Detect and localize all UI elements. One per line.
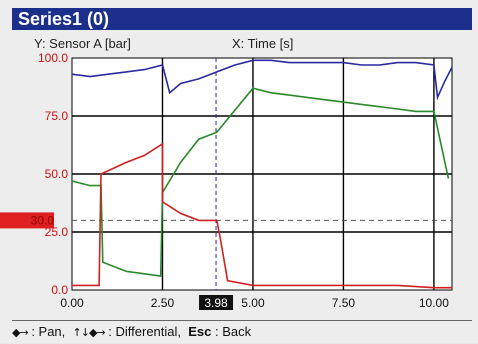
x-tick-label: 2.50: [151, 296, 175, 310]
cursor-x-readout: 3.98: [204, 296, 228, 310]
series-line-2: [71, 87, 450, 278]
cursor-y-marker-label: 30.0: [31, 213, 55, 227]
footer-help: ◆→ : Pan, ↑↓◆→ : Differential, Esc : Bac…: [12, 320, 472, 343]
y-tick-label: 100.0: [38, 51, 68, 65]
back-help-text: : Back: [215, 324, 252, 339]
y-axis-label: Y: Sensor A [bar]: [34, 36, 131, 51]
x-tick-label: 7.50: [332, 296, 356, 310]
window-title: Series1 (0): [12, 8, 472, 30]
pan-keys-icon: ◆→: [12, 326, 29, 339]
x-axis-label: X: Time [s]: [232, 36, 294, 51]
differential-keys-icon: ↑↓◆→: [72, 326, 106, 339]
y-tick-label: 25.0: [45, 225, 69, 239]
cursor-y-marker-box: [0, 212, 54, 229]
x-tick-label: 10.00: [419, 296, 449, 310]
series-line-1: [71, 59, 453, 101]
series-line-3: [72, 142, 452, 289]
y-tick-label: 75.0: [45, 109, 69, 123]
x-tick-label: 5.00: [241, 296, 265, 310]
differential-help-text: : Differential,: [108, 324, 182, 339]
cursor-x-readout-box: [199, 295, 234, 310]
x-tick-label: 0.00: [60, 296, 84, 310]
y-tick-label: 0.0: [51, 283, 68, 297]
y-tick-label: 50.0: [45, 167, 69, 181]
pan-help-text: : Pan,: [31, 324, 66, 339]
esc-key-label: Esc: [188, 324, 212, 339]
